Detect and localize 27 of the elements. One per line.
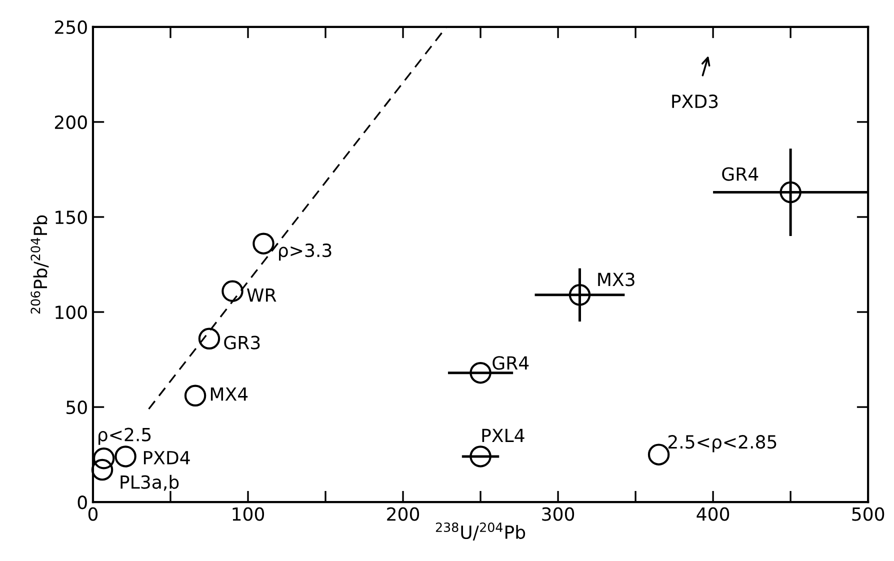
x-axis-title: $^{238}$U/$^{204}$Pb xyxy=(436,522,526,540)
annotation: PXL4 xyxy=(482,428,524,442)
x-tick-label: 200 xyxy=(387,507,420,521)
annotation: MX3 xyxy=(598,272,634,286)
y-axis-title: $^{206}$Pb/$^{204}$Pb xyxy=(30,215,49,314)
annotation: GR4 xyxy=(722,167,758,181)
x-tick-label: 100 xyxy=(232,507,264,521)
y-tick-label: 200 xyxy=(54,115,87,130)
annotation: GR4 xyxy=(492,356,529,370)
annotation: 2.5<ρ<2.85 xyxy=(668,435,776,452)
x-tick-label: 500 xyxy=(852,507,884,521)
annotation: ρ>3.3 xyxy=(279,244,332,261)
y-tick-label: 50 xyxy=(66,400,87,414)
y-tick-label: 0 xyxy=(78,496,87,510)
y-tick-label: 250 xyxy=(54,20,87,34)
y-tick-label: 100 xyxy=(56,305,87,320)
y-tick-label: 150 xyxy=(56,210,87,224)
x-tick-label: 300 xyxy=(542,507,574,521)
annotation: ρ<2.5 xyxy=(98,428,151,445)
annotation: PXD4 xyxy=(144,451,190,464)
annotation: GR3 xyxy=(224,336,260,350)
annotation: PL3a,b xyxy=(120,474,179,491)
x-tick-label: 0 xyxy=(88,507,98,521)
annotation: MX4 xyxy=(210,387,248,401)
x-tick-label: 400 xyxy=(696,507,730,521)
annotation: WR xyxy=(246,288,276,302)
annotation: PXD3 xyxy=(672,94,718,108)
